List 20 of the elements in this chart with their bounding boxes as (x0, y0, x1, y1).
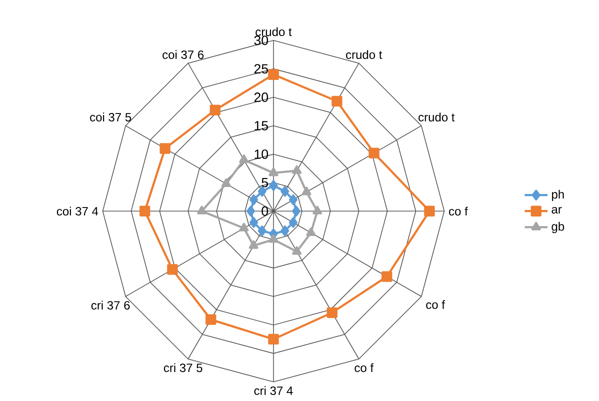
spoke-label: co f (354, 363, 374, 372)
y-tick-label: 20 (254, 92, 268, 102)
spoke-label: cri 37 5 (164, 363, 202, 372)
legend-label: ph (552, 190, 564, 201)
y-tick-label: 25 (254, 64, 268, 74)
spoke-label: coi 37 5 (90, 112, 132, 122)
legend-label: ar (552, 206, 562, 214)
spoke-label: cri 37 4 (254, 386, 293, 395)
spoke-label: crudo t (256, 27, 292, 36)
spoke-label: crudo t (346, 50, 382, 59)
y-tick-label: 10 (254, 149, 268, 159)
spoke-label: coi 37 4 (56, 206, 98, 216)
spoke-label: co f (426, 300, 445, 309)
y-tick-label: 30 (254, 36, 268, 45)
spoke-label: cri 37 6 (91, 300, 130, 310)
legend-label: gb (552, 222, 564, 233)
y-tick-label: 15 (254, 120, 268, 130)
spoke-label: crudo t (418, 112, 455, 122)
spoke-label: co f (449, 206, 468, 216)
spoke-label: coi 37 6 (162, 50, 204, 59)
